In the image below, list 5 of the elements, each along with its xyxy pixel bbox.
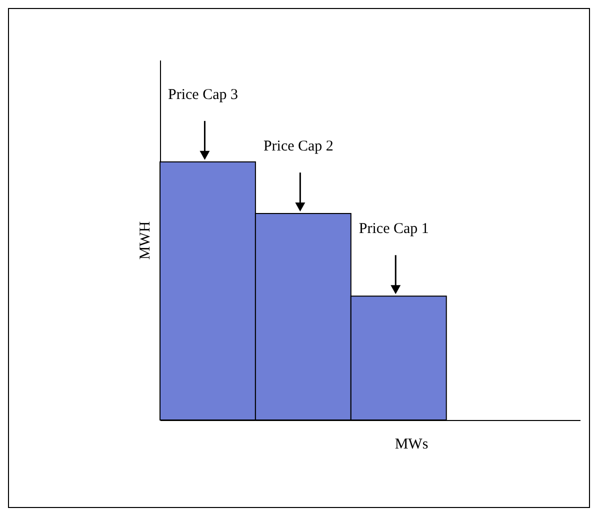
x-axis-title: MWs — [394, 436, 428, 452]
text: Price Cap 2 — [263, 138, 334, 155]
text: Price Cap 3 — [168, 86, 238, 103]
annotation: Price Cap 1 — [358, 221, 429, 238]
y-axis-title: MWH — [138, 221, 154, 260]
